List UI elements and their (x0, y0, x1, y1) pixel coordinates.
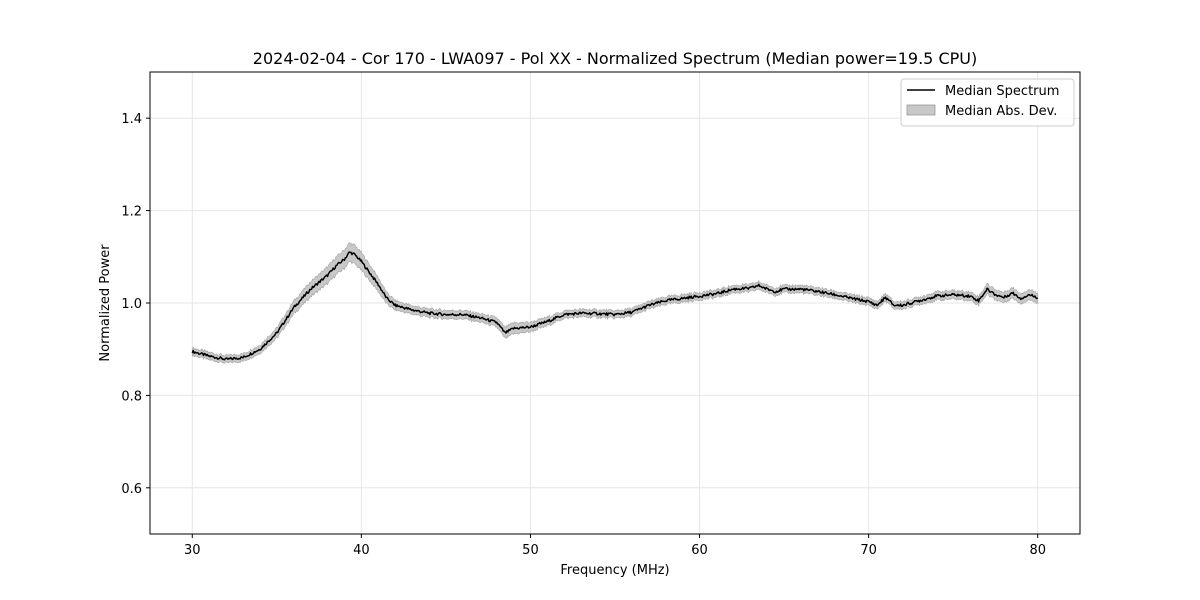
chart-title: 2024-02-04 - Cor 170 - LWA097 - Pol XX -… (253, 49, 977, 68)
x-tick-label: 30 (184, 543, 201, 558)
legend-frame (900, 78, 1075, 127)
mad-band-layer (191, 242, 1039, 364)
y-axis-label: Normalized Power (98, 244, 113, 362)
x-tick-label: 70 (860, 543, 877, 558)
x-axis-ticks: 30 40 50 60 70 80 (184, 534, 1046, 558)
y-tick-label: 1.2 (121, 205, 142, 220)
x-tick-label: 60 (691, 543, 708, 558)
x-tick-label: 80 (1029, 543, 1046, 558)
y-tick-label: 0.8 (121, 389, 142, 404)
median-spectrum-line (191, 251, 1039, 361)
x-tick-label: 50 (522, 543, 539, 558)
y-tick-label: 1.0 (121, 297, 142, 312)
y-tick-label: 1.4 (121, 112, 142, 127)
x-axis-label: Frequency (MHz) (560, 563, 669, 578)
legend-patch-swatch (906, 104, 936, 116)
legend: Median Spectrum Median Abs. Dev. (900, 78, 1075, 127)
y-axis-ticks: 0.6 0.8 1.0 1.2 1.4 (121, 112, 150, 497)
median-line-layer (191, 251, 1039, 361)
y-tick-label: 0.6 (121, 482, 142, 497)
legend-label-median-spectrum: Median Spectrum (945, 84, 1059, 99)
legend-label-median-abs-dev: Median Abs. Dev. (945, 104, 1057, 119)
mad-band (191, 242, 1039, 364)
x-tick-label: 40 (353, 543, 370, 558)
